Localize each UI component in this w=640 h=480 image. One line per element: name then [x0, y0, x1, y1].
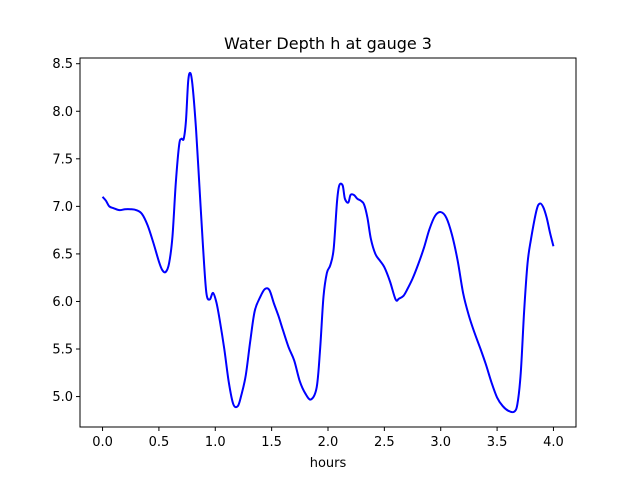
x-tick-label: 2.0: [318, 435, 339, 450]
x-tick-label: 1.5: [261, 435, 282, 450]
y-tick-label: 7.0: [52, 200, 73, 215]
x-axis-label: hours: [310, 456, 347, 471]
x-tick-label: 2.5: [374, 435, 395, 450]
y-tick-label: 8.5: [52, 57, 73, 72]
x-tick-label: 0.0: [92, 435, 113, 450]
y-tick-label: 6.5: [52, 247, 73, 262]
x-tick-label: 4.0: [543, 435, 564, 450]
y-axis: 5.0 5.5 6.0 6.5 7.0 7.5 8.0 8.5: [52, 57, 80, 405]
y-tick-label: 7.5: [52, 152, 73, 167]
x-tick-label: 3.5: [487, 435, 508, 450]
series-line: [101, 71, 555, 414]
chart-title: Water Depth h at gauge 3: [224, 34, 432, 53]
y-tick-label: 6.0: [52, 295, 73, 310]
x-tick-label: 1.0: [205, 435, 226, 450]
x-axis: 0.0 0.5 1.0 1.5 2.0 2.5 3.0 3.5 4.0: [92, 427, 564, 450]
y-tick-label: 8.0: [52, 105, 73, 120]
x-tick-label: 3.0: [430, 435, 451, 450]
y-tick-label: 5.0: [52, 390, 73, 405]
y-tick-label: 5.5: [52, 343, 73, 358]
x-tick-label: 0.5: [149, 435, 170, 450]
plot-area: [101, 71, 555, 414]
